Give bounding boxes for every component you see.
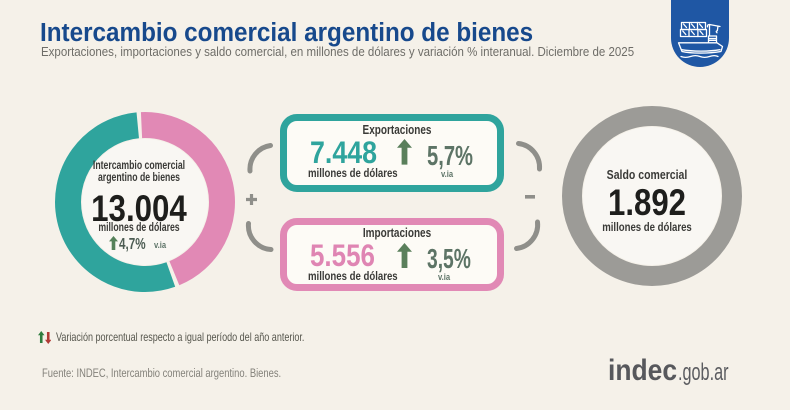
donut-title: Intercambio comercial argentino de biene… <box>64 160 215 184</box>
up-arrow-icon <box>108 236 118 251</box>
importaciones-unit: millones de dólares <box>307 269 398 284</box>
saldo-title: Saldo comercial <box>606 167 688 182</box>
saldo-unit: millones de dólares <box>602 220 692 235</box>
donut-variation: 4,7% <box>119 235 146 253</box>
importaciones-value: 5.556 <box>310 238 376 274</box>
up-arrow-icon <box>397 139 413 165</box>
donut-unit: millones de dólares <box>98 222 180 235</box>
minus-sign-icon <box>524 195 535 199</box>
plus-sign-icon <box>245 194 257 206</box>
donut-via: v.ia <box>154 239 167 251</box>
saldo-center: Saldo comercial 1.892 millones de dólare… <box>547 0 747 410</box>
importaciones-variation: 3,5% <box>426 243 471 275</box>
saldo-value: 1.892 <box>608 180 686 223</box>
exportaciones-card: Exportaciones 7.448 5,7% millones de dól… <box>279 114 504 192</box>
exportaciones-unit: millones de dólares <box>307 166 398 180</box>
exportaciones-value: 7.448 <box>310 134 378 170</box>
trade-donut-center: Intercambio comercial argentino de biene… <box>39 0 239 410</box>
up-arrow-icon <box>396 242 412 269</box>
importaciones-via: v.ia <box>437 271 450 283</box>
exportaciones-variation: 5,7% <box>426 139 473 171</box>
exportaciones-via: v.ia <box>440 168 453 180</box>
importaciones-card: Importaciones 5.556 3,5% millones de dól… <box>279 217 504 291</box>
donut-title-line1: Intercambio comercial <box>92 160 186 173</box>
donut-title-line2: argentino de bienes <box>97 172 181 185</box>
